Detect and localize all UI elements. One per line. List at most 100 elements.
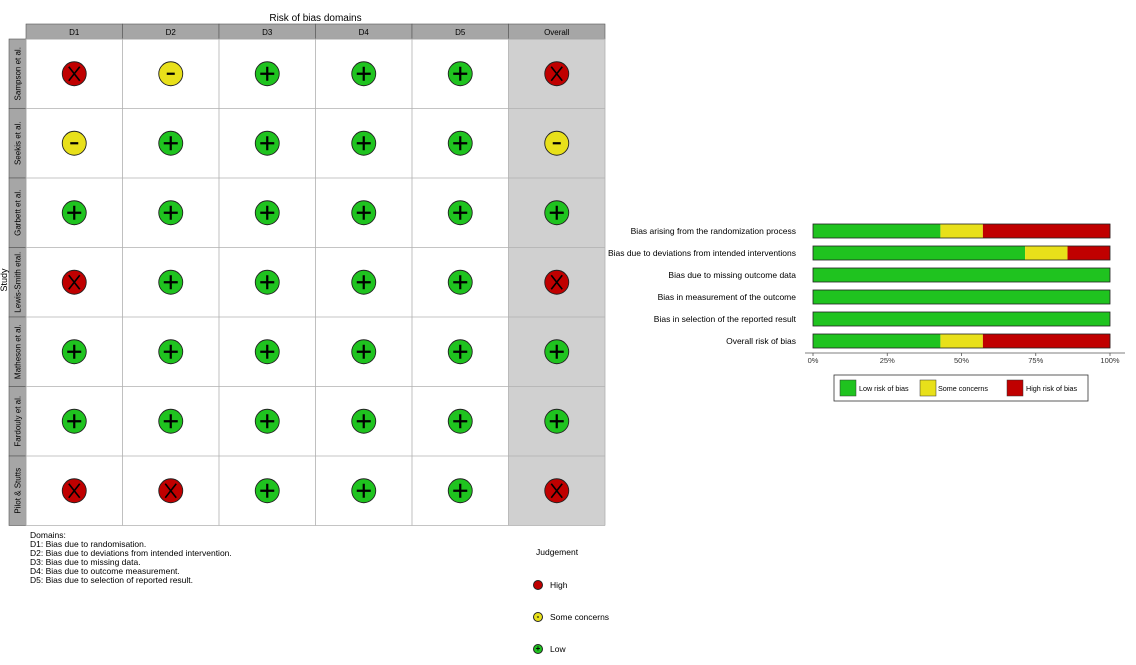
plus-icon — [163, 205, 178, 220]
judgement-low-icon — [447, 269, 473, 295]
judgement-legend: Judgement High - Some concerns + Low — [533, 530, 609, 665]
low-risk-icon: + — [533, 644, 543, 654]
plus-icon — [163, 414, 178, 429]
bar-segment-low — [813, 246, 1026, 260]
bar-segment-some — [940, 334, 983, 348]
study-label: Seekis et al. — [14, 121, 23, 165]
plus-icon — [356, 275, 371, 290]
bar-legend-swatch-low — [839, 379, 857, 397]
bar-outline — [812, 223, 1111, 239]
plus-icon — [356, 136, 371, 151]
x-tick-label: 50% — [954, 356, 969, 365]
domains-legend-line-d4: D4: Bias due to outcome measurement. — [30, 566, 180, 576]
judgement-low-icon — [254, 200, 280, 226]
judgement-low-icon — [544, 408, 570, 434]
bar-outline — [812, 245, 1111, 261]
plus-icon — [356, 414, 371, 429]
judgement-low-icon — [351, 269, 377, 295]
bar-segment-high — [1067, 246, 1110, 260]
judgement-low-icon — [351, 61, 377, 87]
judgement-low-icon — [351, 200, 377, 226]
category-label: Bias due to deviations from intended int… — [608, 248, 796, 258]
judgement-low-icon — [158, 339, 184, 365]
plus-icon — [260, 205, 275, 220]
header-label-d4: D4 — [359, 28, 370, 37]
bar-segment-low — [813, 290, 1110, 304]
cross-icon — [550, 274, 563, 290]
cross-icon — [68, 274, 81, 290]
judgement-low-icon — [447, 130, 473, 156]
plus-icon — [356, 205, 371, 220]
header-label-d3: D3 — [262, 28, 273, 37]
bar-legend-box — [833, 374, 1089, 402]
domains-legend-title: Domains: — [30, 530, 66, 540]
category-label: Bias due to missing outcome data — [668, 270, 796, 280]
cross-icon — [164, 483, 177, 499]
bar-legend-swatch-high — [1006, 379, 1024, 397]
plus-icon — [453, 414, 468, 429]
judgement-low-icon — [254, 61, 280, 87]
domains-legend-line-d3: D3: Bias due to missing data. — [30, 557, 141, 567]
judgement-low-icon — [351, 408, 377, 434]
plus-icon — [453, 66, 468, 81]
judgement-high-icon — [61, 478, 87, 504]
domains-legend-line-d1: D1: Bias due to randomisation. — [30, 539, 147, 549]
plus-icon — [163, 136, 178, 151]
domains-legend-line-d5: D5: Bias due to selection of reported re… — [30, 575, 194, 585]
chart-title: Risk of bias domains — [269, 13, 361, 24]
plus-icon — [453, 344, 468, 359]
judgement-some-icon — [544, 130, 570, 156]
judgement-legend-label-some: Some concerns — [550, 611, 610, 622]
judgement-high-icon — [61, 269, 87, 295]
judgement-high-icon — [544, 478, 570, 504]
judgement-low-icon — [351, 339, 377, 365]
judgement-low-icon — [158, 200, 184, 226]
cross-icon — [68, 483, 81, 499]
judgement-high-icon — [61, 61, 87, 87]
plus-icon — [453, 483, 468, 498]
plus-icon — [67, 205, 82, 220]
plus-icon — [549, 205, 564, 220]
judgement-low-icon — [544, 200, 570, 226]
plus-icon — [163, 275, 178, 290]
plus-icon — [453, 205, 468, 220]
judgement-legend-item-high: High — [533, 578, 609, 592]
plus-icon — [260, 344, 275, 359]
summary-bar-plot: Bias arising from the randomization proc… — [608, 223, 1125, 402]
bar-segment-high — [982, 224, 1111, 238]
bar-segment-low — [813, 224, 941, 238]
plus-icon — [67, 344, 82, 359]
judgement-low-icon — [447, 478, 473, 504]
judgement-legend-label-high: High — [550, 579, 568, 590]
judgement-legend-title: Judgement — [536, 547, 579, 557]
judgement-low-icon — [61, 339, 87, 365]
judgement-low-icon — [254, 478, 280, 504]
bar-segment-high — [982, 334, 1111, 348]
plus-icon — [356, 344, 371, 359]
plus-icon — [356, 483, 371, 498]
plus-icon — [549, 344, 564, 359]
bar-segment-some — [940, 224, 983, 238]
judgement-low-icon — [351, 130, 377, 156]
cross-icon — [68, 66, 81, 82]
bar-legend-swatch-some — [919, 379, 937, 397]
plus-icon — [356, 66, 371, 81]
plus-icon — [260, 66, 275, 81]
judgement-low-icon — [158, 130, 184, 156]
judgement-some-icon — [158, 61, 184, 87]
bar-segment-low — [813, 312, 1110, 326]
header-label-d2: D2 — [166, 28, 177, 37]
bar-segment-some — [1025, 246, 1068, 260]
bar-legend-label-low: Low risk of bias — [859, 384, 909, 393]
header-label-d5: D5 — [455, 28, 466, 37]
domains-legend: Domains: D1: Bias due to randomisation. … — [30, 531, 232, 585]
category-label: Overall risk of bias — [726, 336, 796, 346]
judgement-low-icon — [254, 339, 280, 365]
study-label: Fardouly et al. — [14, 396, 23, 447]
judgement-low-icon — [61, 200, 87, 226]
category-label: Bias arising from the randomization proc… — [631, 226, 796, 236]
bar-outline — [812, 333, 1111, 349]
judgement-low-icon — [447, 61, 473, 87]
judgement-low-icon — [254, 269, 280, 295]
category-label: Bias in selection of the reported result — [654, 314, 797, 324]
